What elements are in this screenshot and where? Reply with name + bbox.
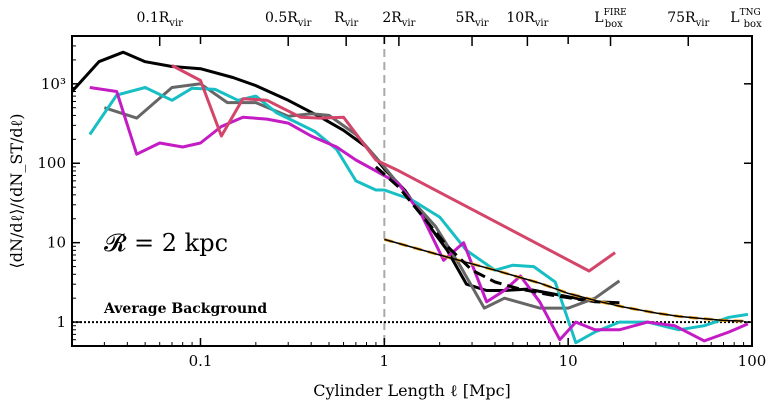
radius-annotation: 𝓡 = 2 kpc: [104, 229, 228, 257]
top-marker-label: 5Rvir: [455, 10, 488, 29]
y-tick-label: 1: [56, 313, 66, 331]
top-marker-label: LTNG box: [730, 8, 762, 30]
x-tick-label: 0.1: [189, 352, 213, 370]
y-tick-label: 100: [37, 154, 66, 172]
y-axis-label: ⟨dN/dℓ⟩/(dN_ST/dℓ): [7, 113, 26, 268]
top-marker-label: 0.1Rvir: [136, 10, 183, 29]
top-marker-label: Rvir: [334, 10, 358, 29]
top-marker-label: 75Rvir: [667, 10, 709, 29]
series-model-outline: [384, 238, 744, 322]
top-marker-label: 0.5Rvir: [265, 10, 312, 29]
series-mean: [72, 50, 620, 305]
background-label: Average Background: [103, 301, 267, 317]
series-fit-black-dash: [374, 165, 583, 302]
series-magenta: [89, 86, 749, 343]
series-red: [171, 64, 616, 273]
series-cyan: [88, 86, 749, 345]
x-axis-label: Cylinder Length ℓ [Mpc]: [313, 381, 511, 400]
top-marker-label: 10Rvir: [506, 10, 548, 29]
x-tick-label: 100: [738, 352, 767, 370]
x-tick-label: 10: [559, 352, 578, 370]
plot-frame: [71, 35, 753, 347]
top-marker-label: LFIRE box: [594, 8, 626, 30]
y-tick-label: 10: [47, 234, 66, 252]
y-tick-label: 10³: [41, 75, 66, 93]
top-marker-label: 2Rvir: [382, 10, 415, 29]
x-tick-label: 1: [380, 352, 390, 370]
